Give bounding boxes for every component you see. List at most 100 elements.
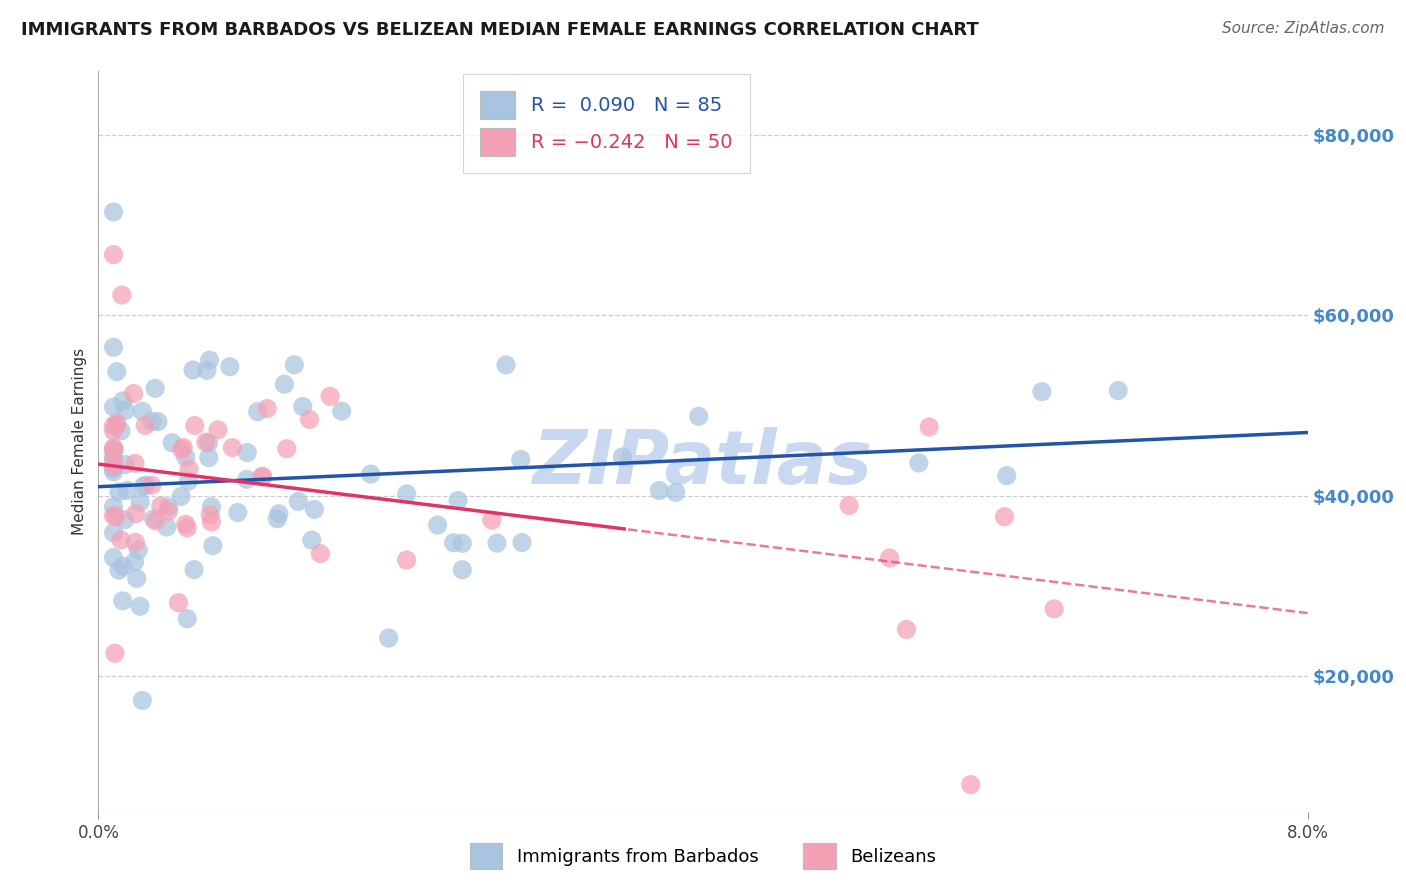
Point [127, 543, 149, 558]
Point [134, 418, 156, 433]
Point [236, 472, 259, 486]
Point [276, 442, 298, 456]
Point [177, 474, 200, 488]
Point [319, 389, 342, 403]
Point [103, 508, 125, 523]
Point [266, 512, 288, 526]
Point [103, 442, 125, 457]
Point [250, 469, 273, 483]
Point [124, 535, 146, 549]
Point [131, 404, 153, 418]
Point [105, 418, 128, 433]
Legend: R =  0.090   N = 85, R = −0.242   N = 50: R = 0.090 N = 85, R = −0.242 N = 50 [463, 74, 749, 173]
Point [114, 458, 136, 472]
Point [103, 400, 125, 414]
Point [256, 401, 278, 416]
Point [142, 512, 165, 526]
Point [114, 513, 136, 527]
Point [879, 551, 901, 566]
Point [395, 553, 418, 567]
Point [132, 479, 155, 493]
Point [103, 424, 125, 438]
Point [218, 359, 240, 374]
Point [110, 424, 132, 438]
Point [129, 599, 152, 614]
Point [195, 363, 218, 377]
Point [287, 494, 309, 508]
Point [194, 435, 217, 450]
Point [360, 467, 382, 482]
Point [170, 442, 193, 457]
Point [838, 499, 860, 513]
Point [509, 452, 531, 467]
Point [103, 459, 125, 474]
Point [156, 520, 179, 534]
Text: Source: ZipAtlas.com: Source: ZipAtlas.com [1222, 21, 1385, 36]
Point [103, 443, 125, 458]
Point [124, 456, 146, 470]
Point [291, 400, 314, 414]
Point [510, 535, 533, 549]
Point [104, 646, 127, 660]
Point [103, 450, 125, 465]
Text: IMMIGRANTS FROM BARBADOS VS BELIZEAN MEDIAN FEMALE EARNINGS CORRELATION CHART: IMMIGRANTS FROM BARBADOS VS BELIZEAN MED… [21, 21, 979, 38]
Point [298, 412, 321, 426]
Point [252, 470, 274, 484]
Point [108, 484, 131, 499]
Point [612, 450, 634, 464]
Point [273, 377, 295, 392]
Point [1031, 384, 1053, 399]
Point [451, 563, 474, 577]
Point [143, 381, 166, 395]
Point [183, 418, 205, 433]
Point [103, 456, 125, 470]
Point [267, 507, 290, 521]
Point [959, 778, 981, 792]
Point [124, 555, 146, 569]
Point [103, 205, 125, 219]
Point [451, 536, 474, 550]
Point [103, 550, 125, 565]
Legend: Immigrants from Barbados, Belizeans: Immigrants from Barbados, Belizeans [463, 836, 943, 876]
Point [129, 495, 152, 509]
Point [183, 563, 205, 577]
Point [426, 518, 449, 533]
Point [135, 478, 157, 492]
Point [103, 465, 125, 479]
Text: ZIPatlas: ZIPatlas [533, 427, 873, 500]
Point [200, 515, 222, 529]
Point [125, 571, 148, 585]
Point [309, 547, 332, 561]
Point [117, 483, 139, 498]
Point [125, 507, 148, 521]
Point [176, 612, 198, 626]
Point [160, 435, 183, 450]
Point [103, 525, 125, 540]
Point [172, 441, 194, 455]
Point [181, 363, 204, 377]
Point [122, 386, 145, 401]
Point [103, 461, 125, 475]
Point [111, 393, 134, 408]
Point [447, 493, 470, 508]
Point [149, 499, 172, 513]
Point [105, 416, 128, 430]
Point [495, 358, 517, 372]
Point [221, 441, 243, 455]
Point [157, 504, 180, 518]
Point [200, 508, 222, 522]
Point [200, 500, 222, 514]
Point [198, 450, 221, 465]
Point [993, 509, 1015, 524]
Point [443, 535, 465, 549]
Point [103, 418, 125, 433]
Point [103, 247, 125, 261]
Point [174, 517, 197, 532]
Point [896, 623, 918, 637]
Point [918, 420, 941, 434]
Point [226, 506, 249, 520]
Point [114, 403, 136, 417]
Point [283, 358, 305, 372]
Point [995, 468, 1018, 483]
Point [246, 405, 269, 419]
